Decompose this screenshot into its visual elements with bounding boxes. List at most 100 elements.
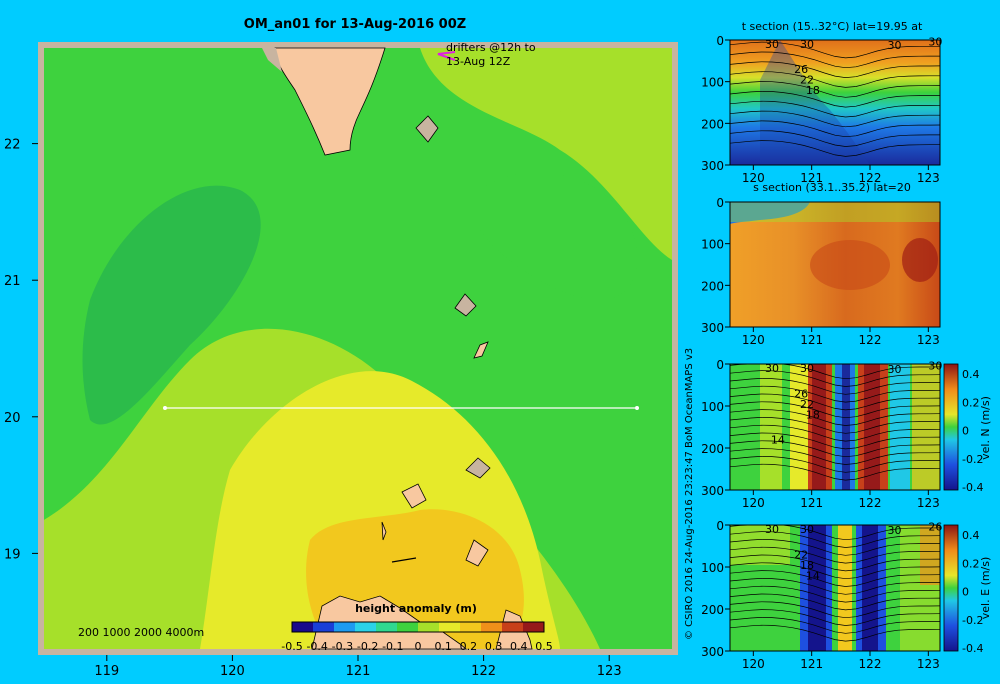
colorbar-swatch [439, 622, 461, 632]
colorbar-swatch [292, 622, 314, 632]
section-vn-band-6 [842, 364, 850, 490]
colorbar-swatch [355, 622, 377, 632]
section-ve-band-1 [730, 525, 790, 565]
section-x-tick-label: 122 [859, 333, 882, 347]
map-colorbar-ticks: -0.5 -0.4 -0.3 -0.2 -0.1 0 0.1 0.2 0.3 0.4 0.5 [281, 640, 552, 653]
island-6 [465, 539, 489, 567]
colorbar-tick-label: 0 [415, 640, 422, 653]
map-x-tick-label: 121 [346, 664, 371, 679]
section-x-tick-label: 123 [917, 657, 940, 671]
land-taiwan [274, 47, 386, 156]
section-contour-label: 18 [806, 84, 820, 97]
section-y-tick-label: 0 [716, 196, 724, 210]
vn-colorbar-label: vel. N (m/s) [979, 396, 992, 460]
colorbar-tick-label: -0.5 [281, 640, 302, 653]
colorbar-title: height anomaly (m) [355, 602, 477, 615]
section-contour-line [729, 417, 941, 434]
colorbar-swatch [502, 622, 524, 632]
map-y-tick-label: 21 [4, 274, 21, 289]
anomaly-region-dark [82, 185, 261, 425]
section-contour-label: 22 [794, 548, 808, 561]
section-contour-line [729, 562, 941, 580]
section-contour-line [729, 385, 941, 403]
section-title-t: t section (15..32°C) lat=19.95 at [742, 20, 923, 33]
section-x-tick-label: 122 [859, 496, 882, 510]
map-x-tick-label: 120 [220, 664, 245, 679]
vel-colorbar-tick-label: -0.2 [962, 614, 983, 627]
colorbar-swatch [418, 622, 440, 632]
colorbar-swatch [523, 622, 545, 632]
island-2 [454, 293, 477, 317]
section-contour-line [729, 432, 941, 450]
section-contour-line [729, 401, 941, 419]
vel-colorbar-tick-label: -0.4 [962, 642, 983, 655]
section-contour-line [729, 609, 941, 626]
section-contour-line [729, 585, 941, 603]
vel-colorbar-tick-label: 0.4 [962, 368, 980, 381]
section-contour-label: 30 [888, 363, 902, 376]
section-y-tick-label: 200 [701, 442, 724, 456]
section-x-tick-label: 120 [742, 657, 765, 671]
section-contour-label: 30 [888, 524, 902, 537]
section-contour-label: 14 [771, 434, 785, 447]
section-contour-line [729, 140, 940, 157]
section-contour-line [729, 456, 941, 473]
section-frame [729, 524, 941, 652]
island-1 [415, 115, 439, 143]
section-contour-label: 30 [800, 523, 814, 536]
section-contour-line [729, 81, 941, 98]
island-5 [401, 483, 427, 509]
section-contour-line [729, 378, 941, 395]
colorbar-outline [291, 621, 545, 633]
vn-colorbar [943, 363, 959, 491]
map-y-tick-label: 20 [4, 411, 21, 426]
section-contour-label: 22 [800, 74, 814, 87]
section-x-tick-label: 121 [800, 333, 823, 347]
colorbar-tick-label: 0.4 [510, 640, 528, 653]
map-x-tick-label: 122 [471, 664, 496, 679]
section-frame [729, 363, 941, 491]
section-contour-line [729, 463, 941, 481]
anomaly-region-top-lightgreen [458, 50, 586, 116]
section-y-tick-label: 300 [701, 159, 724, 173]
section-x-tick-label: 120 [742, 333, 765, 347]
vel-colorbar-tick-label: 0.2 [962, 396, 980, 409]
section-contour-line [729, 539, 941, 556]
colorbar-tick-label: -0.2 [357, 640, 378, 653]
vel-colorbar-tick-label: 0 [962, 425, 969, 438]
vel-colorbar-tick-label: 0.2 [962, 557, 980, 570]
section-contour-line [729, 601, 941, 619]
section-field-t [730, 40, 940, 165]
section-panel-s: s section (33.1..35.2) lat=20 [730, 181, 940, 327]
map-title: OM_an01 for 13-Aug-2016 00Z [244, 17, 466, 32]
depth-legend: 200 1000 2000 4000m [78, 626, 204, 639]
ve-colorbar-label: vel. E (m/s) [979, 557, 992, 620]
section-s-saltmax-2 [902, 238, 938, 282]
map-panel: drifters @12h to 13-Aug 12Z 200 1000 200… [38, 41, 678, 655]
section-s-surface-tint [730, 202, 940, 222]
section-contour-label: 26 [794, 63, 808, 76]
section-start-marker [163, 406, 167, 410]
section-contour-label: 30 [765, 523, 779, 536]
section-vn-band-1 [760, 364, 782, 490]
section-contour-line [729, 546, 941, 564]
ve-colorbar [943, 524, 959, 652]
section-contour-line [729, 448, 941, 465]
section-contour-label: 30 [928, 35, 942, 48]
section-y-tick-label: 200 [701, 279, 724, 293]
section-y-tick-label: 100 [701, 76, 724, 90]
section-y-tick-label: 300 [701, 484, 724, 498]
section-contour-label: 30 [800, 362, 814, 375]
section-y-tick-label: 200 [701, 117, 724, 131]
section-contour-label: 22 [800, 398, 814, 411]
map-colorbar [291, 621, 545, 633]
section-contour-line [729, 424, 941, 442]
section-x-tick-label: 123 [917, 333, 940, 347]
section-x-tick-label: 120 [742, 496, 765, 510]
section-vn-band-10 [912, 364, 940, 490]
colorbar-tick-label: 0.1 [434, 640, 452, 653]
map-y-tick-label: 19 [4, 547, 21, 562]
island-8 [391, 557, 417, 563]
